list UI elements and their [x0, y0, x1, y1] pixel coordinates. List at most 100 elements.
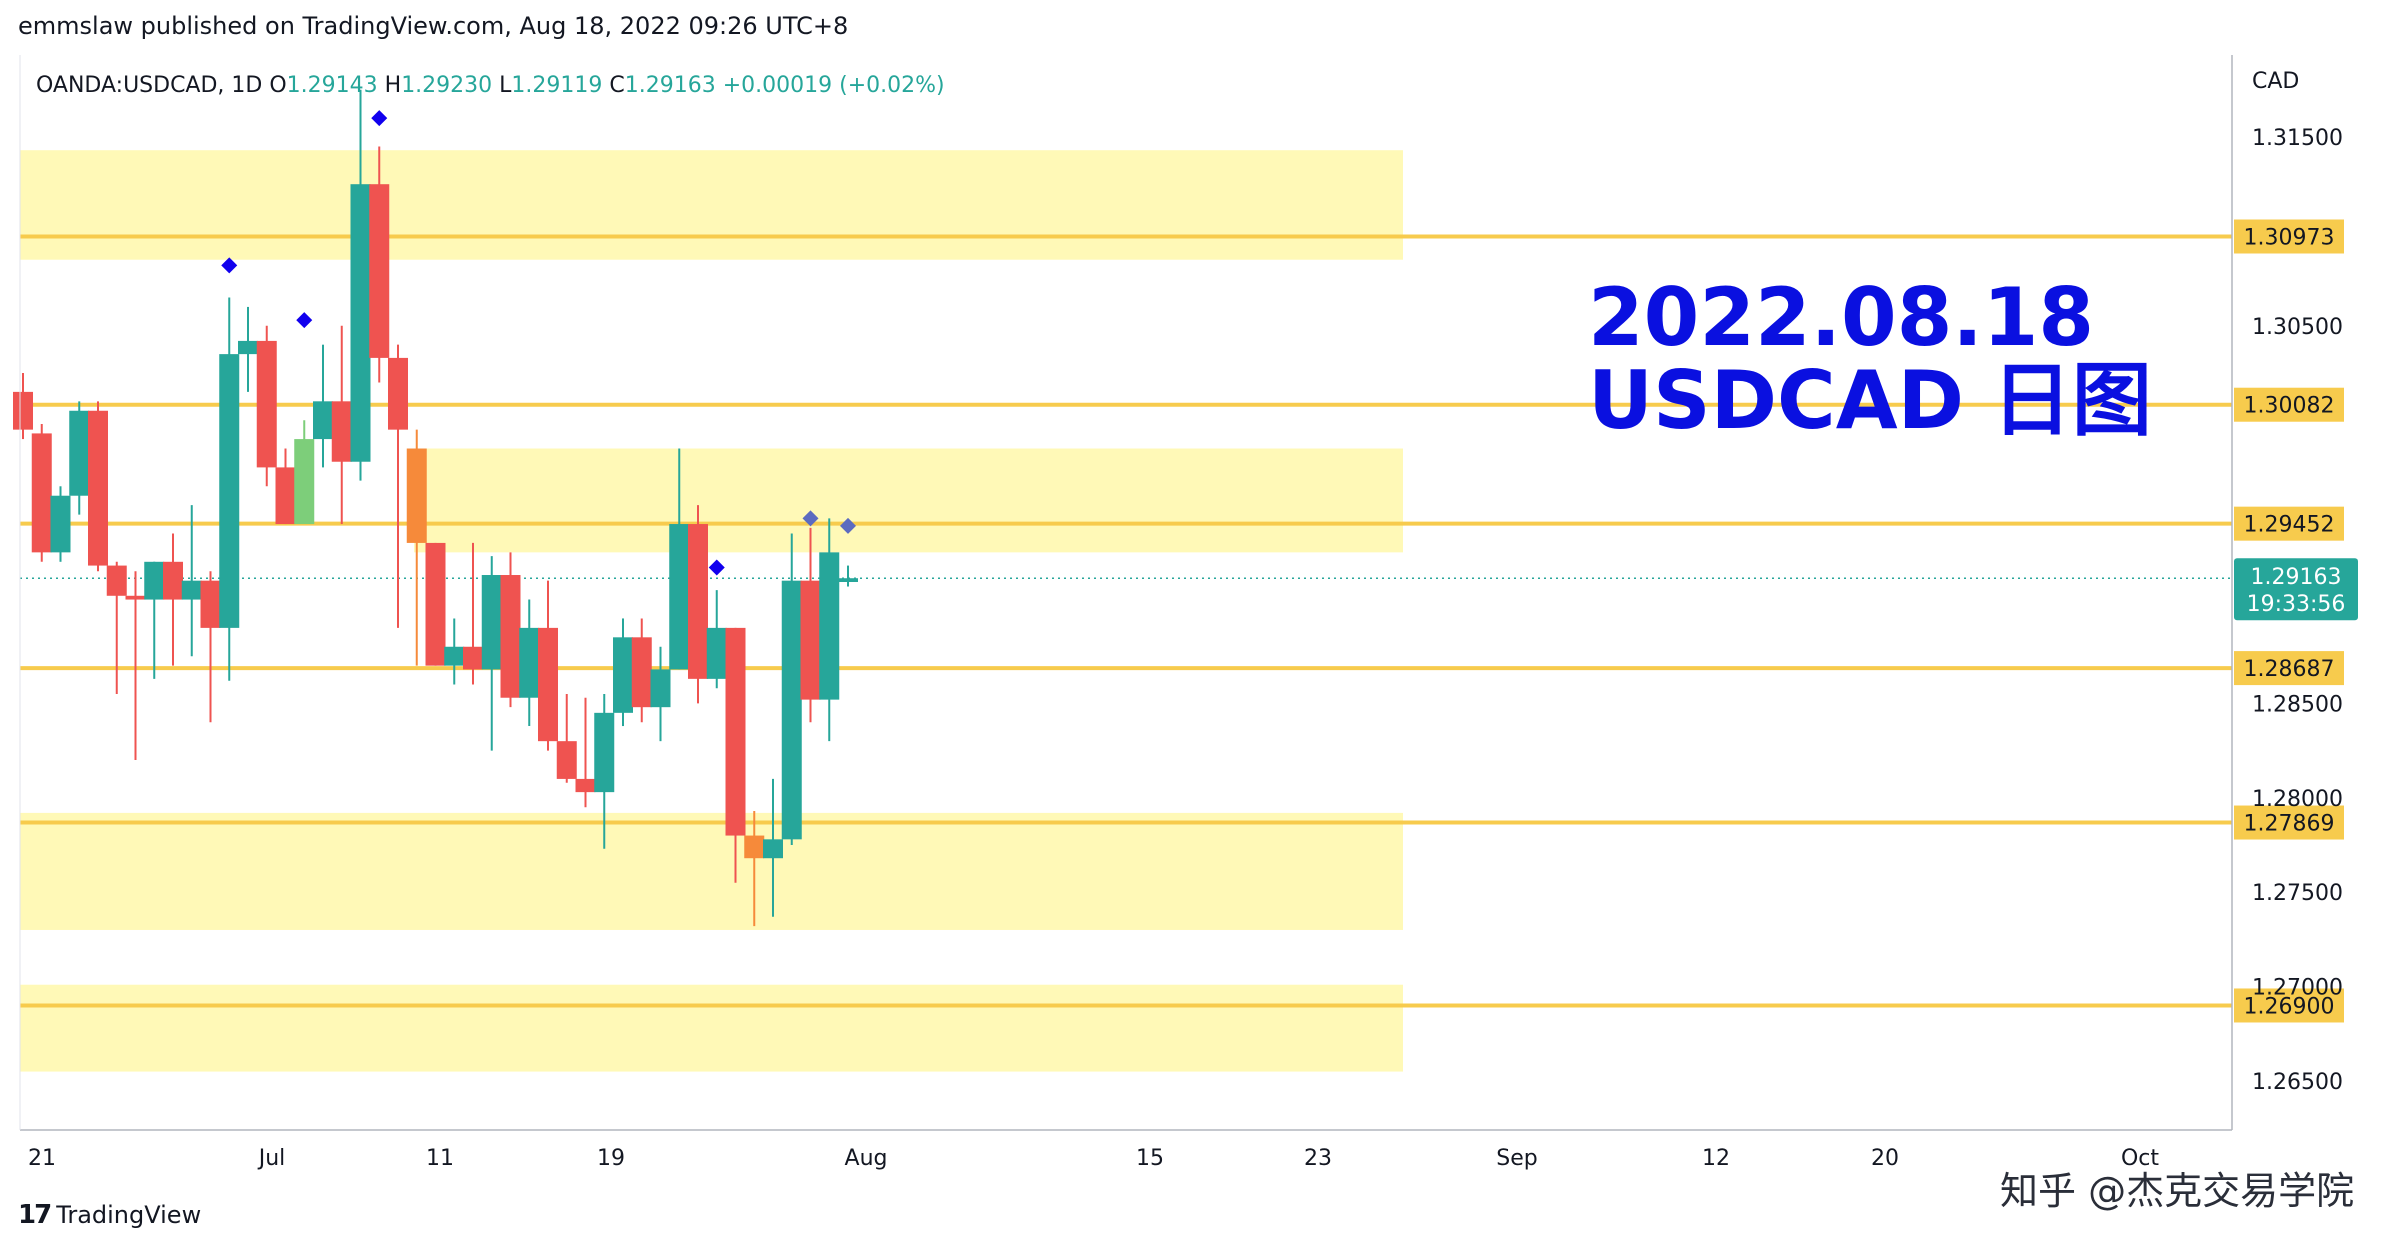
candle-body: [650, 669, 671, 708]
candle-34[interactable]: [650, 646, 671, 742]
x-tick-label: 15: [1136, 1146, 1164, 1171]
candle-body: [613, 637, 633, 713]
candle-0[interactable]: [13, 373, 33, 440]
candle-3[interactable]: [69, 401, 90, 515]
candle-39[interactable]: [744, 811, 765, 927]
candle-18[interactable]: [350, 89, 371, 481]
candle-1[interactable]: [31, 423, 52, 562]
signal-diamond-3: [708, 559, 725, 576]
candle-body: [406, 448, 427, 543]
candle-14[interactable]: [275, 448, 296, 525]
candle-29[interactable]: [556, 693, 577, 783]
candle-body: [481, 575, 502, 670]
candle-42[interactable]: [800, 527, 821, 723]
candle-body: [313, 401, 333, 440]
candle-31[interactable]: [594, 693, 615, 849]
candle-32[interactable]: [613, 618, 633, 727]
candle-20[interactable]: [388, 344, 408, 628]
tradingview-name: TradingView: [56, 1201, 202, 1229]
x-tick-label: 19: [597, 1146, 625, 1171]
legend-symbol: OANDA:USDCAD, 1D: [36, 73, 269, 98]
candle-body: [275, 467, 296, 525]
level-label-box: [2234, 651, 2344, 686]
candle-4[interactable]: [88, 401, 108, 572]
candle-11[interactable]: [219, 297, 240, 681]
candle-body: [594, 712, 615, 793]
legend-open: 1.29143: [287, 73, 385, 98]
candle-2[interactable]: [50, 486, 71, 562]
zhihu-watermark: 知乎 @杰克交易学院: [2000, 1169, 2355, 1213]
candle-10[interactable]: [200, 571, 221, 723]
x-tick-label: Oct: [2121, 1146, 2159, 1171]
publisher-line: emmslaw published on TradingView.com, Au…: [18, 12, 849, 40]
price-badge-countdown: 19:33:56: [2247, 592, 2346, 617]
x-tick-label: 23: [1304, 1146, 1332, 1171]
level-label-text: 1.28687: [2244, 657, 2335, 682]
candle-44[interactable]: [838, 565, 858, 587]
candle-body: [688, 524, 708, 679]
tradingview-brand[interactable]: 17 TradingView: [18, 1200, 201, 1230]
y-tick-label: 1.27000: [2252, 976, 2343, 1001]
level-label-box: [2234, 506, 2344, 541]
candle-43[interactable]: [819, 518, 840, 742]
candle-37[interactable]: [706, 590, 727, 689]
candle-36[interactable]: [688, 505, 708, 704]
candle-body: [219, 354, 240, 628]
level-label-2: 1.29452: [2234, 506, 2344, 541]
currency-label: CAD: [2252, 69, 2299, 94]
candle-body: [200, 580, 221, 628]
candle-21[interactable]: [406, 429, 427, 666]
candle-38[interactable]: [725, 627, 746, 883]
candle-9[interactable]: [181, 505, 202, 657]
legend-close-label: C: [609, 73, 624, 98]
candle-7[interactable]: [144, 561, 165, 679]
price-badge-box: [2234, 558, 2358, 621]
candle-body: [388, 357, 408, 430]
legend-close: 1.29163: [625, 73, 723, 98]
candle-body: [575, 778, 596, 793]
legend-open-label: O: [269, 73, 286, 98]
candle-41[interactable]: [781, 533, 802, 845]
candle-body: [763, 839, 783, 859]
candle-body: [331, 401, 352, 462]
candle-30[interactable]: [575, 697, 596, 808]
candle-body: [125, 595, 146, 600]
candle-35[interactable]: [669, 448, 690, 670]
candle-40[interactable]: [763, 778, 783, 917]
annotation-date: 2022.08.18: [1588, 271, 2094, 364]
candle-body: [519, 627, 540, 698]
candle-body: [181, 580, 202, 600]
candle-12[interactable]: [238, 306, 258, 392]
candle-22[interactable]: [425, 542, 446, 666]
price-badge-price: 1.29163: [2251, 565, 2342, 590]
tradingview-logo: 17: [18, 1200, 52, 1230]
zone-0: [20, 150, 1403, 260]
candle-28[interactable]: [538, 580, 558, 751]
candle-8[interactable]: [163, 533, 183, 666]
candle-16[interactable]: [313, 344, 333, 468]
candle-24[interactable]: [463, 542, 483, 685]
candle-23[interactable]: [444, 618, 465, 685]
candle-body: [256, 340, 277, 468]
candle-17[interactable]: [331, 325, 352, 525]
level-label-text: 1.30082: [2244, 394, 2335, 419]
y-tick-label: 1.26500: [2252, 1070, 2343, 1095]
candle-5[interactable]: [106, 561, 127, 694]
candle-body: [238, 340, 258, 355]
ohlc-legend: OANDA:USDCAD, 1D O1.29143 H1.29230 L1.29…: [36, 73, 945, 98]
candle-6[interactable]: [125, 571, 146, 761]
y-tick-label: 1.27500: [2252, 881, 2343, 906]
signal-diamond-1: [296, 312, 313, 329]
candle-25[interactable]: [481, 556, 502, 751]
candle-13[interactable]: [256, 325, 277, 487]
candle-15[interactable]: [294, 420, 315, 525]
candle-body: [744, 835, 765, 859]
candle-26[interactable]: [500, 552, 521, 708]
candle-27[interactable]: [519, 599, 540, 727]
level-label-text: 1.26900: [2244, 994, 2335, 1019]
candle-19[interactable]: [369, 146, 390, 383]
candle-33[interactable]: [631, 618, 652, 723]
